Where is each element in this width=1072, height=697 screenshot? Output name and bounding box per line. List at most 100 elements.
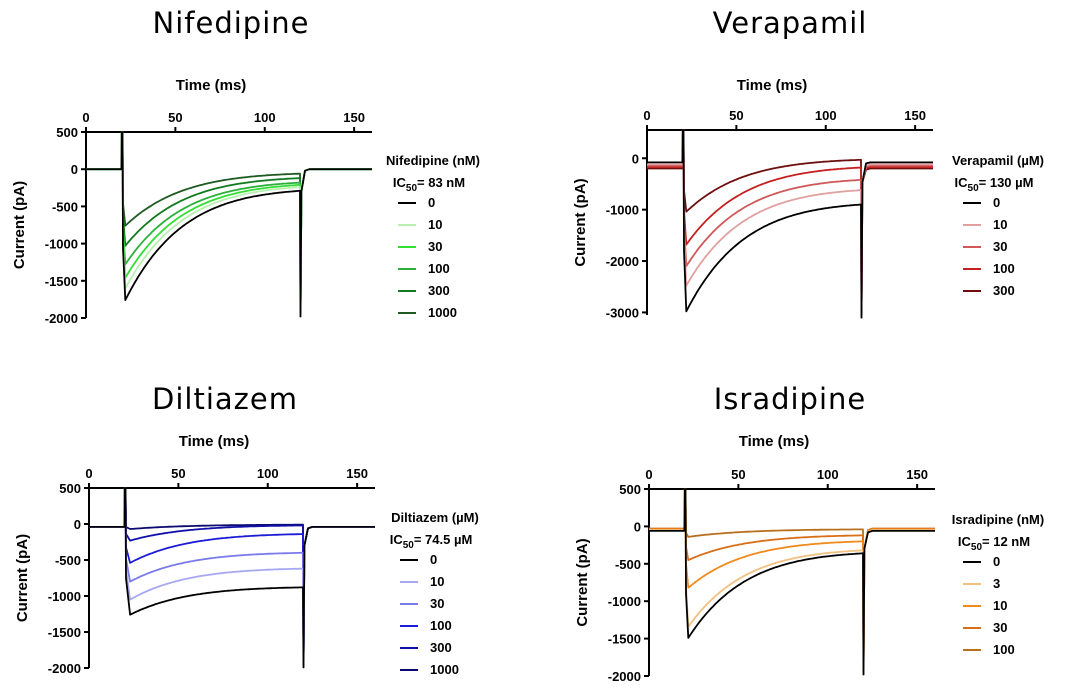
- x-tick-label: 150: [346, 466, 368, 481]
- legend-label: 100: [430, 618, 452, 633]
- chart-title: Isradipine: [714, 382, 867, 416]
- y-tick-label: -1500: [45, 274, 78, 289]
- legend-label: 0: [428, 195, 435, 210]
- trace-line-30: [647, 129, 933, 319]
- ic50-prefix: IC: [393, 175, 407, 190]
- trace-line-10: [89, 487, 375, 669]
- y-tick-label: 500: [59, 481, 81, 496]
- legend: Diltiazem (µM) IC50= 74.5 µM0 10 30 100 300 10…: [390, 510, 479, 677]
- trace-line-0: [649, 488, 935, 676]
- trace-line-100: [86, 131, 372, 318]
- trace-line-3: [649, 488, 935, 676]
- legend-label: 300: [993, 283, 1015, 298]
- trace-line-100: [649, 488, 935, 676]
- x-axis-label: Time (ms): [179, 433, 250, 450]
- legend-label: 0: [993, 554, 1000, 569]
- ic50-label: IC50= 12 nM: [958, 534, 1030, 553]
- y-axis-label: Current (pA): [11, 181, 28, 269]
- legend: Isradipine (nM) IC50= 12 nM0 3 10 30 100: [952, 512, 1044, 657]
- trace-line-30: [89, 487, 375, 669]
- y-tick-label: 500: [56, 125, 78, 140]
- x-tick-label: 100: [254, 110, 276, 125]
- ic50-value: = 83 nM: [417, 175, 465, 190]
- trace-line-1000: [86, 131, 372, 318]
- trace-line-10: [649, 488, 935, 676]
- legend-label: 30: [993, 620, 1007, 635]
- y-axis-label: Current (pA): [14, 534, 31, 622]
- x-tick-label: 150: [343, 110, 365, 125]
- legend-label: 10: [430, 574, 444, 589]
- legend-label: 300: [430, 640, 452, 655]
- trace-line-30: [649, 488, 935, 676]
- y-tick-label: 0: [71, 162, 78, 177]
- legend-label: 3: [993, 576, 1000, 591]
- legend-title: Nifedipine (nM): [386, 153, 480, 168]
- x-tick-label: 150: [904, 108, 926, 123]
- x-tick-label: 50: [729, 108, 743, 123]
- y-tick-label: -1500: [608, 632, 641, 647]
- trace-line-0: [647, 129, 933, 319]
- legend-label: 30: [993, 239, 1007, 254]
- x-tick-label: 150: [906, 467, 928, 482]
- legend-label: 0: [430, 552, 437, 567]
- ic50-label: IC50= 130 µM: [955, 175, 1034, 194]
- x-axis-label: Time (ms): [739, 433, 810, 450]
- legend-title: Isradipine (nM): [952, 512, 1044, 527]
- x-tick-label: 50: [168, 110, 182, 125]
- trace-line-300: [86, 131, 372, 318]
- x-axis-label: Time (ms): [737, 77, 808, 94]
- legend-label: 1000: [430, 662, 459, 677]
- y-tick-label: -2000: [45, 311, 78, 326]
- trace-line-30: [86, 131, 372, 318]
- ic50-prefix: IC: [955, 175, 969, 190]
- trace-line-100: [647, 129, 933, 319]
- y-tick-label: -500: [52, 199, 78, 214]
- ic50-subscript: 50: [968, 183, 980, 194]
- legend-label: 10: [993, 598, 1007, 613]
- ic50-value: = 130 µM: [979, 175, 1034, 190]
- legend-label: 1000: [428, 305, 457, 320]
- legend-label: 100: [428, 261, 450, 276]
- y-axis-label: Current (pA): [572, 178, 589, 266]
- chart-title: Verapamil: [713, 6, 868, 40]
- y-tick-label: -1000: [48, 589, 81, 604]
- x-tick-label: 0: [82, 110, 89, 125]
- ic50-prefix: IC: [958, 534, 972, 549]
- y-tick-label: -1500: [48, 625, 81, 640]
- trace-line-10: [647, 129, 933, 319]
- trace-line-300: [647, 129, 933, 319]
- ic50-label: IC50= 74.5 µM: [390, 532, 473, 551]
- chart-title: Nifedipine: [153, 6, 310, 40]
- x-tick-label: 100: [815, 108, 837, 123]
- ic50-prefix: IC: [390, 532, 404, 547]
- y-tick-label: -2000: [606, 254, 639, 269]
- y-tick-label: 0: [74, 517, 81, 532]
- trace-line-100: [89, 487, 375, 669]
- y-tick-label: 0: [634, 519, 641, 534]
- x-tick-label: 100: [817, 467, 839, 482]
- ic50-subscript: 50: [971, 542, 983, 553]
- legend-label: 300: [428, 283, 450, 298]
- legend-label: 100: [993, 642, 1015, 657]
- legend-label: 30: [430, 596, 444, 611]
- y-tick-label: -500: [55, 553, 81, 568]
- y-tick-label: -500: [615, 557, 641, 572]
- trace-line-300: [89, 487, 375, 669]
- y-tick-label: -2000: [608, 669, 641, 684]
- trace-line-10: [86, 131, 372, 318]
- trace-line-0: [86, 131, 372, 318]
- legend-label: 10: [993, 217, 1007, 232]
- y-tick-label: -2000: [48, 661, 81, 676]
- y-tick-label: -1000: [606, 203, 639, 218]
- x-tick-label: 0: [85, 466, 92, 481]
- legend-title: Verapamil (µM): [952, 153, 1044, 168]
- legend-title: Diltiazem (µM): [391, 510, 479, 525]
- legend-label: 10: [428, 217, 442, 232]
- ic50-subscript: 50: [403, 540, 415, 551]
- x-tick-label: 50: [171, 466, 185, 481]
